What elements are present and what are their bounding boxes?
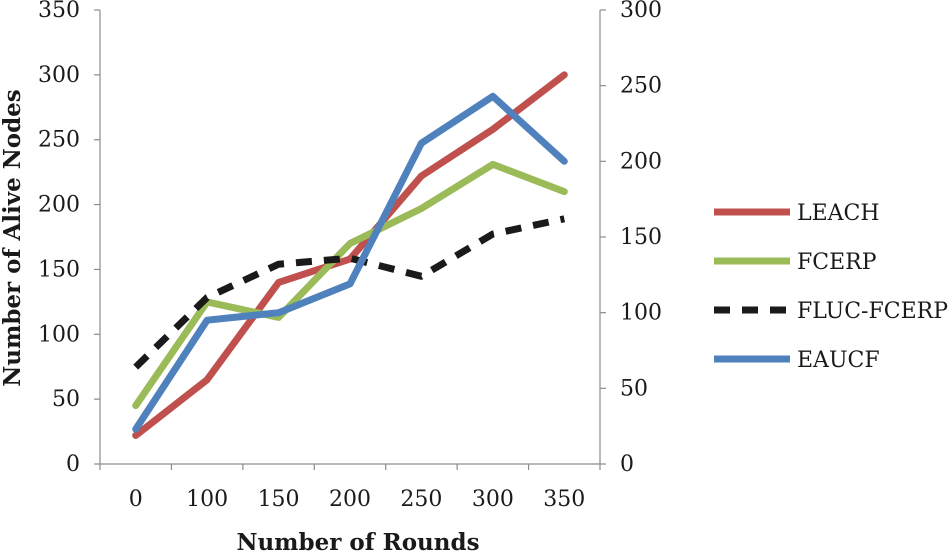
legend-label-eaucf: EAUCF bbox=[797, 348, 880, 373]
right-y-tick-label: 150 bbox=[620, 225, 662, 250]
left-y-tick-label: 150 bbox=[38, 257, 80, 282]
left-y-tick-label: 0 bbox=[66, 452, 80, 477]
right-y-tick-label: 200 bbox=[620, 149, 662, 174]
legend-label-leach: LEACH bbox=[797, 201, 880, 226]
legend-label-fcerp: FCERP bbox=[797, 250, 877, 275]
x-tick-label: 300 bbox=[472, 487, 514, 512]
x-tick-label: 250 bbox=[400, 487, 442, 512]
x-tick-label: 150 bbox=[258, 487, 300, 512]
x-tick-label: 200 bbox=[329, 487, 371, 512]
x-axis-title: Number of Rounds bbox=[236, 529, 479, 552]
left-y-tick-label: 250 bbox=[38, 128, 80, 153]
left-y-tick-label: 200 bbox=[38, 193, 80, 218]
x-tick-label: 100 bbox=[186, 487, 228, 512]
legend-label-fluc-fcerp: FLUC-FCERP bbox=[797, 299, 948, 324]
right-y-tick-label: 50 bbox=[620, 376, 648, 401]
tick-labels: 0 50 100 150 200 250 300 350 0 50 100 150 200 250 300 0… bbox=[38, 0, 662, 512]
right-y-tick-label: 100 bbox=[620, 301, 662, 326]
y-axis-title: Number of Alive Nodes bbox=[0, 89, 26, 387]
left-y-tick-label: 300 bbox=[38, 63, 80, 88]
series-lines bbox=[132, 71, 568, 439]
legend: LEACH FCERP FLUC-FCERP EAUCF bbox=[714, 201, 948, 373]
left-y-tick-label: 350 bbox=[38, 0, 80, 23]
x-tick-label: 350 bbox=[543, 487, 585, 512]
right-y-tick-label: 300 bbox=[620, 0, 662, 23]
series-line-fluc-fcerp bbox=[133, 215, 566, 370]
series-line-leach bbox=[132, 71, 568, 439]
series-line-eaucf bbox=[132, 92, 568, 433]
right-y-tick-label: 250 bbox=[620, 74, 662, 99]
left-y-tick-label: 50 bbox=[52, 387, 80, 412]
x-tick-label: 0 bbox=[129, 487, 143, 512]
axes bbox=[94, 9, 606, 470]
right-y-tick-label: 0 bbox=[620, 452, 634, 477]
left-y-tick-label: 100 bbox=[38, 322, 80, 347]
